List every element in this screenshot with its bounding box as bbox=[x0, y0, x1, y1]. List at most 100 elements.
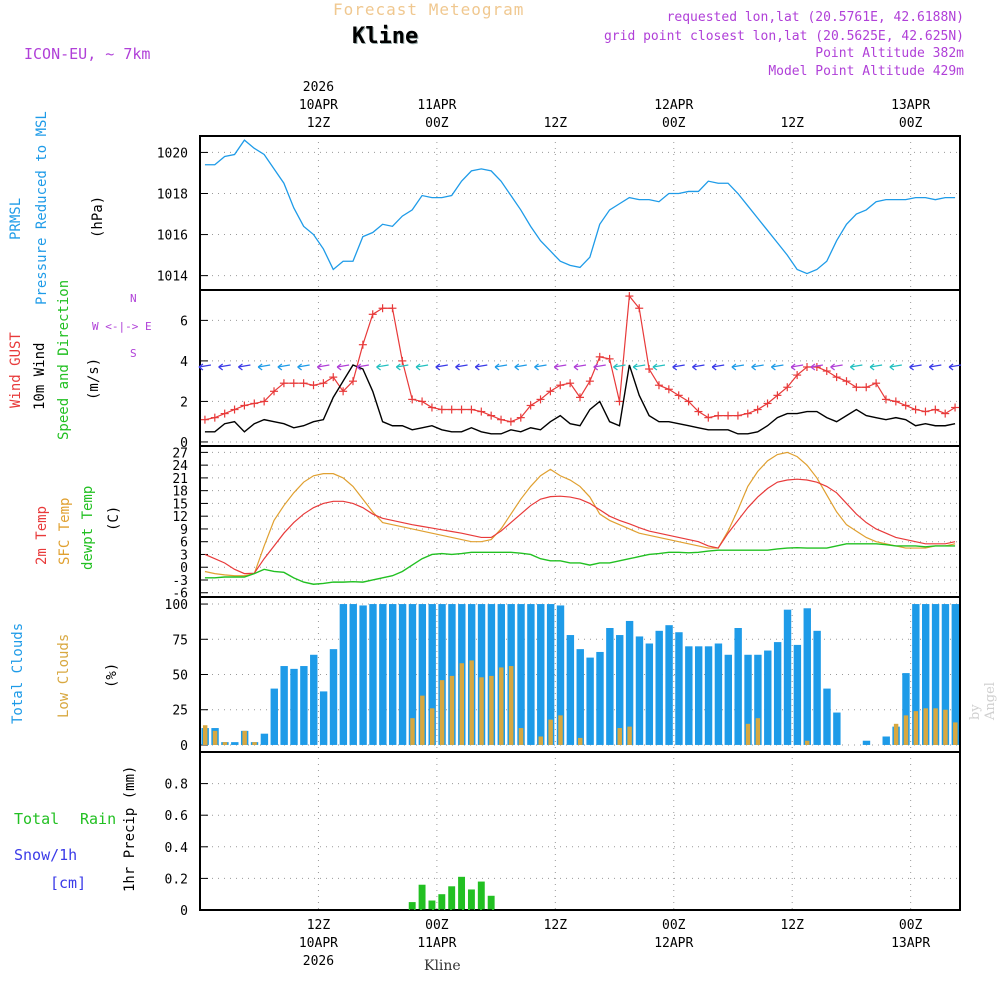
arrow-shaft bbox=[633, 364, 646, 368]
low-cloud-bar bbox=[903, 715, 909, 745]
arrow-shaft bbox=[948, 364, 962, 368]
time-label-top: 12Z bbox=[780, 116, 804, 131]
total-cloud-bar bbox=[635, 636, 644, 745]
tick-label-y: 21 bbox=[172, 472, 188, 487]
wind-direction-arrow bbox=[474, 363, 488, 371]
arrow-shaft bbox=[494, 364, 508, 368]
temp2m-line bbox=[204, 478, 956, 575]
footer-location: Kline bbox=[424, 958, 461, 974]
total-cloud-bar bbox=[596, 651, 604, 745]
tick-label-y: 15 bbox=[172, 497, 188, 512]
rain-bar bbox=[487, 895, 495, 910]
arrow-head bbox=[218, 363, 224, 371]
total-cloud-bar bbox=[477, 604, 486, 745]
total-cloud-bar bbox=[576, 649, 584, 745]
wind-direction-arrow bbox=[850, 363, 863, 371]
tick-label-y: 6 bbox=[180, 536, 188, 551]
arrow-shaft bbox=[337, 364, 350, 368]
snow-unit: [cm] bbox=[50, 874, 87, 892]
total-cloud-bar bbox=[931, 604, 940, 745]
model-label: ICON-EU, ~ 7km bbox=[24, 45, 151, 63]
low-cloud-bar bbox=[617, 728, 622, 745]
rain-bar bbox=[458, 876, 466, 910]
gust-point bbox=[546, 387, 555, 396]
tick-label-y: 0 bbox=[180, 436, 188, 451]
tick-label-y: 3 bbox=[180, 548, 188, 563]
gust-point bbox=[408, 395, 417, 404]
gust-point bbox=[200, 415, 209, 424]
arrow-head bbox=[356, 363, 362, 371]
low-cloud-bar bbox=[222, 742, 228, 745]
gust-point bbox=[358, 340, 367, 349]
total-cloud-bar bbox=[408, 604, 417, 745]
gust-point bbox=[704, 413, 713, 422]
arrow-head bbox=[810, 363, 816, 371]
wind-direction-arrow bbox=[277, 363, 290, 371]
arrow-shaft bbox=[593, 364, 606, 368]
arrow-head bbox=[534, 363, 539, 371]
tick-label-y: 25 bbox=[172, 704, 188, 719]
arrow-head bbox=[869, 363, 875, 371]
panel-frame-1 bbox=[199, 289, 961, 447]
gust-point bbox=[862, 383, 871, 392]
time-label-bottom: 11APR bbox=[417, 936, 456, 951]
arrow-shaft bbox=[751, 364, 764, 368]
tick-label-y: 100 bbox=[165, 598, 188, 613]
gust-point bbox=[635, 304, 644, 313]
arrow-shaft bbox=[870, 364, 883, 368]
total-cloud-bar bbox=[754, 654, 762, 745]
arrow-shaft bbox=[475, 364, 488, 368]
grid-point-coords: grid point closest lon,lat (20.5625E, 42… bbox=[603, 29, 964, 44]
arrow-head bbox=[771, 363, 776, 371]
total-cloud-bar bbox=[862, 740, 871, 745]
wind-direction-arrow bbox=[238, 363, 251, 371]
low-cloud-bar bbox=[558, 715, 563, 745]
total-cloud-bar bbox=[625, 620, 634, 745]
total-cloud-bar bbox=[773, 642, 782, 745]
tick-label-y: 0.4 bbox=[165, 841, 189, 856]
arrow-head bbox=[455, 363, 460, 371]
low-cloud-bar bbox=[449, 675, 455, 745]
gust-point bbox=[506, 417, 515, 426]
gust-point bbox=[477, 407, 486, 416]
tick-label-y: 9 bbox=[180, 523, 188, 538]
gust-point bbox=[467, 405, 476, 414]
time-label-top: 00Z bbox=[425, 116, 449, 131]
compass-s: S bbox=[130, 347, 137, 360]
arrow-shaft bbox=[455, 364, 468, 368]
arrow-shaft bbox=[712, 364, 725, 368]
time-label-bottom: 00Z bbox=[899, 918, 923, 933]
total-cloud-bar bbox=[941, 604, 950, 745]
tick-label-y: 12 bbox=[172, 510, 188, 525]
arrow-shaft bbox=[692, 364, 705, 368]
time-label-top: 10APR bbox=[299, 98, 338, 113]
wind-direction-arrow bbox=[909, 363, 922, 371]
total-cloud-bar bbox=[823, 688, 831, 745]
time-label-top: 00Z bbox=[662, 116, 686, 131]
gust-point bbox=[516, 413, 525, 422]
total-cloud-bar bbox=[714, 643, 723, 745]
wind-direction-arrow bbox=[514, 363, 527, 371]
arrow-shaft bbox=[297, 364, 310, 368]
total-cloud-bar bbox=[369, 604, 377, 745]
gust-point bbox=[763, 399, 772, 408]
low-cloud-bar bbox=[923, 708, 928, 745]
wind-direction-arrow bbox=[415, 363, 429, 371]
time-label-top: 12Z bbox=[307, 116, 331, 131]
wind-direction-arrow bbox=[692, 363, 705, 371]
gust-point bbox=[625, 292, 634, 301]
rain-bar bbox=[438, 894, 446, 910]
time-label-top: 00Z bbox=[899, 116, 923, 131]
gust-point bbox=[487, 411, 496, 420]
wind-direction-arrow bbox=[336, 363, 350, 371]
arrow-shaft bbox=[218, 364, 231, 368]
low-cloud-bar bbox=[933, 708, 938, 745]
gust-point bbox=[645, 365, 654, 374]
arrow-head bbox=[830, 363, 835, 371]
tick-label-y: -3 bbox=[172, 574, 188, 589]
gust-point bbox=[240, 401, 249, 410]
arrow-shaft bbox=[771, 364, 784, 368]
rain-bar bbox=[408, 902, 416, 910]
panel-grid-4 bbox=[200, 752, 960, 911]
